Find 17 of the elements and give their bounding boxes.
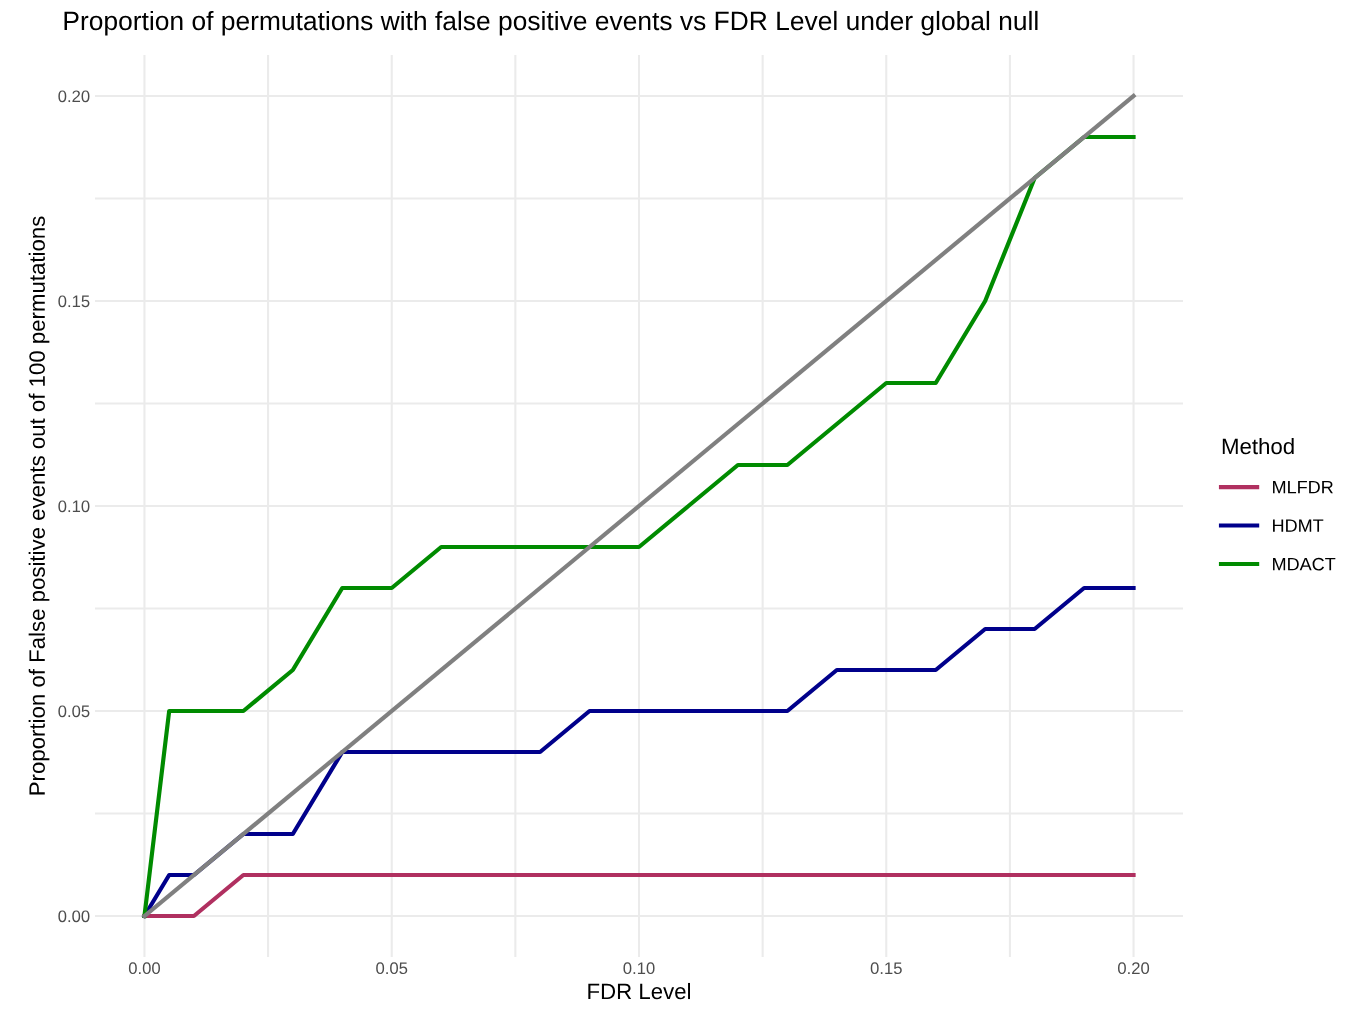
x-tick-label: 0.20 [1117,962,1150,975]
legend-label: HDMT [1273,519,1324,532]
x-tick-label: 0.15 [870,962,902,975]
legend-label: MLFDR [1273,480,1333,494]
x-tick-label: 0.00 [128,962,161,975]
x-tick-label: 0.10 [623,962,655,975]
legend-title: Method [1222,437,1294,455]
y-tick-label: 0.15 [58,295,90,308]
legend-label: MDACT [1273,557,1336,571]
chart-title: Proportion of permutations with false positive events vs FDR Level under global null [64,10,1038,36]
y-axis-title: Proportion of False positive events out of 100 permutations [28,216,50,795]
y-tick-label: 0.00 [58,910,90,923]
y-tick-label: 0.10 [58,500,90,513]
x-tick-label: 0.05 [376,962,408,975]
y-tick-label: 0.05 [58,705,90,718]
x-axis-title: FDR Level [588,982,690,1000]
y-tick-label: 0.20 [58,90,90,103]
